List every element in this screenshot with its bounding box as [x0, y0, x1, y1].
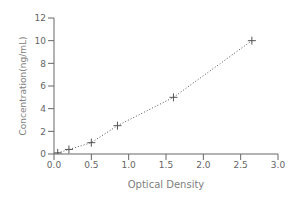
svg-text:2.5: 2.5 — [234, 160, 248, 170]
svg-text:0.5: 0.5 — [84, 160, 98, 170]
svg-text:1.0: 1.0 — [122, 160, 137, 170]
svg-text:3.0: 3.0 — [271, 160, 286, 170]
svg-text:Optical Density: Optical Density — [128, 179, 205, 190]
svg-text:Concentration(ng/mL): Concentration(ng/mL) — [18, 37, 28, 136]
svg-text:0: 0 — [40, 149, 46, 159]
svg-text:12: 12 — [35, 13, 46, 23]
svg-text:6: 6 — [40, 81, 46, 91]
svg-text:8: 8 — [40, 59, 46, 69]
svg-text:2.0: 2.0 — [196, 160, 211, 170]
svg-text:1.5: 1.5 — [159, 160, 173, 170]
svg-text:10: 10 — [35, 36, 47, 46]
svg-text:0.0: 0.0 — [47, 160, 62, 170]
svg-text:2: 2 — [40, 127, 46, 137]
svg-text:4: 4 — [40, 104, 46, 114]
